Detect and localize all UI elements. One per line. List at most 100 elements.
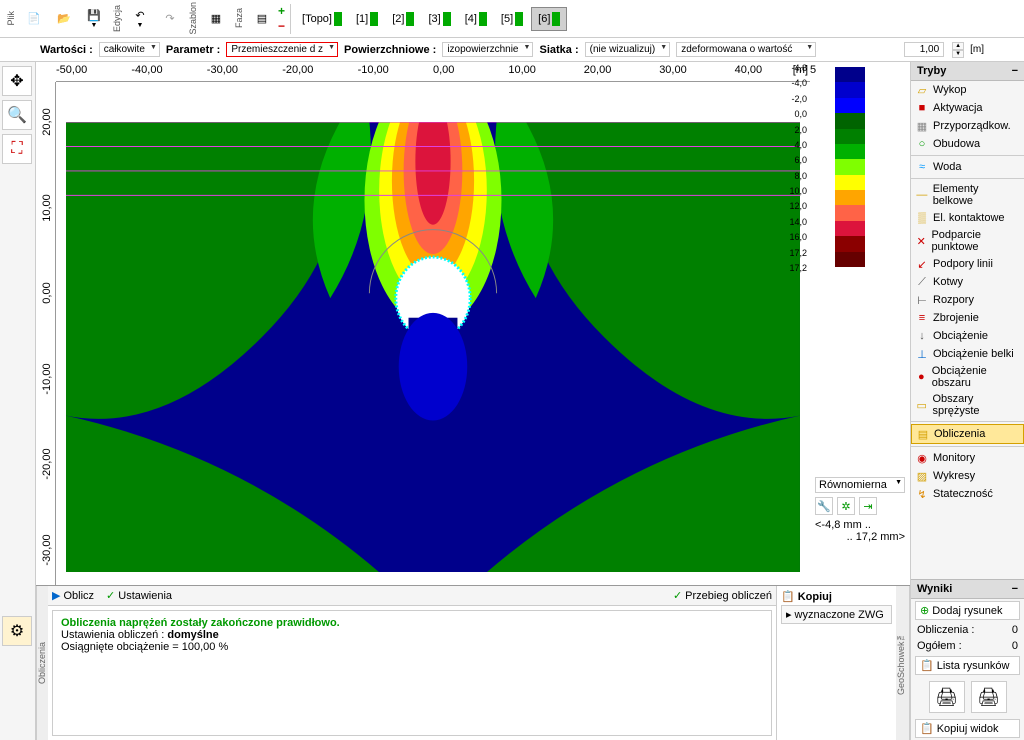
tryby-item-2[interactable]: ▦ Przyporządkow. [911, 117, 1024, 135]
params-bar: Wartości : całkowite Parametr : Przemies… [0, 38, 1024, 62]
wyznaczone-button[interactable]: ▸wyznaczone ZWG [781, 605, 892, 624]
new-file-button[interactable]: 📄 [20, 3, 48, 35]
legend-tool-2[interactable]: ✲ [837, 497, 855, 515]
tryby-item-19[interactable]: ↯Stateczność [911, 485, 1024, 503]
tryby-label: Obciążenie [933, 330, 988, 342]
lista-button[interactable]: 📋Lista rysunków [915, 656, 1020, 675]
tryby-item-4[interactable]: ≈Woda [911, 158, 1024, 176]
tryby-icon: ▒ [915, 211, 929, 225]
scale-value[interactable]: 1,00 [904, 42, 944, 57]
param-dropdown[interactable]: Przemieszczenie d z [226, 42, 338, 57]
tryby-icon: ↓ [915, 329, 929, 343]
top-toolbar: Plik 📄 📂 💾▼ Edycja ↶▼ ↷ Szablon ▦ Faza ▤… [0, 0, 1024, 38]
zoom-tool[interactable]: 🔍 [2, 100, 32, 130]
tryby-label: Obliczenia [934, 428, 985, 440]
tab-oblicz[interactable]: ▶Oblicz [52, 589, 94, 602]
surface-dropdown[interactable]: izopowierzchnie [442, 42, 533, 57]
values-dropdown[interactable]: całkowite [99, 42, 160, 57]
tryby-icon: ✕ [915, 234, 927, 248]
print-bw-button[interactable]: 🖨 [929, 681, 965, 713]
visualization-area[interactable]: -50,00-40,00-30,00-20,00-10,000,0010,002… [36, 62, 910, 585]
tryby-icon: ⟋ [915, 275, 929, 289]
legend-range-hi: .. 17,2 mm> [815, 531, 905, 543]
deform-dropdown[interactable]: zdeformowana o wartość [676, 42, 816, 57]
file-label: Plik [6, 11, 16, 26]
tryby-icon: ≡ [915, 311, 929, 325]
bottom-panel: Obliczenia ▶Oblicz ✓Ustawienia ✓Przebieg… [36, 585, 910, 740]
tryby-label: Stateczność [933, 488, 993, 500]
phase-settings-button[interactable]: ▤ [248, 3, 276, 35]
phase-3[interactable]: [3] [422, 8, 456, 30]
legend-tool-1[interactable]: 🔧 [815, 497, 833, 515]
save-file-button[interactable]: 💾▼ [80, 3, 108, 35]
surface-label: Powierzchniowe : [344, 44, 436, 56]
settings-button[interactable]: ⚙ [2, 616, 32, 646]
tryby-item-12[interactable]: ↓ Obciążenie [911, 327, 1024, 345]
tryby-item-6[interactable]: ▒ El. kontaktowe [911, 209, 1024, 227]
tryby-label: Przyporządkow. [933, 120, 1011, 132]
result-headline: Obliczenia naprężeń zostały zakończone p… [61, 617, 763, 629]
phase-5[interactable]: [5] [495, 8, 529, 30]
redo-button[interactable]: ↷ [156, 3, 184, 35]
tryby-item-17[interactable]: ◉Monitory [911, 449, 1024, 467]
tryby-item-18[interactable]: ▨Wykresy [911, 467, 1024, 485]
tab-ustawienia[interactable]: ✓Ustawienia [106, 589, 172, 602]
tryby-label: Zbrojenie [933, 312, 979, 324]
add-drawing-button[interactable]: ⊕Dodaj rysunek [915, 601, 1020, 620]
geoschowek-label: GeoSchowek™ [896, 586, 910, 740]
open-file-button[interactable]: 📂 [50, 3, 78, 35]
tryby-label: Wykresy [933, 470, 975, 482]
move-tool[interactable]: ✥ [2, 66, 32, 96]
wyniki-header: Wyniki− [911, 580, 1024, 599]
tryby-item-11[interactable]: ≡ Zbrojenie [911, 309, 1024, 327]
tryby-item-1[interactable]: ■Aktywacja [911, 99, 1024, 117]
param-label: Parametr : [166, 44, 220, 56]
wyniki-collapse[interactable]: − [1012, 583, 1018, 595]
tryby-icon: ○ [915, 137, 929, 151]
oblicz-value: 0 [1012, 624, 1018, 636]
tryby-item-9[interactable]: ⟋Kotwy [911, 273, 1024, 291]
tryby-item-16[interactable]: ▤Obliczenia [911, 424, 1024, 444]
tryby-icon: ≈ [915, 160, 929, 174]
phase-2[interactable]: [2] [386, 8, 420, 30]
tryby-collapse[interactable]: − [1012, 65, 1018, 77]
phase-1[interactable]: [1] [350, 8, 384, 30]
tryby-icon: ⊢ [915, 293, 929, 307]
tryby-item-5[interactable]: —Elementy belkowe [911, 181, 1024, 209]
print-color-button[interactable]: 🖨 [971, 681, 1007, 713]
undo-button[interactable]: ↶▼ [126, 3, 154, 35]
bottom-right-panel: 📋Kopiuj ▸wyznaczone ZWG [776, 586, 896, 740]
template-label: Szablon [188, 2, 198, 35]
template-button[interactable]: ▦ [202, 3, 230, 35]
phase-topo[interactable]: [Topo] [296, 8, 348, 30]
ogolem-value: 0 [1012, 640, 1018, 652]
tryby-label: Rozpory [933, 294, 974, 306]
kopiuj-widok-button[interactable]: 📋Kopiuj widok [915, 719, 1020, 738]
tryby-item-7[interactable]: ✕Podparcie punktowe [911, 227, 1024, 255]
scale-up[interactable]: ▲ [952, 42, 964, 50]
legend-tool-3[interactable]: ⇥ [859, 497, 877, 515]
phase-6[interactable]: [6] [531, 7, 567, 31]
mesh-label: Siatka : [539, 44, 578, 56]
fit-tool[interactable]: ⛶ [2, 134, 32, 164]
phase-remove-button[interactable]: − [278, 19, 285, 33]
tryby-item-15[interactable]: ▭Obszary sprężyste [911, 391, 1024, 419]
phase-add-button[interactable]: + [278, 4, 285, 18]
phase-4[interactable]: [4] [459, 8, 493, 30]
tryby-label: El. kontaktowe [933, 212, 1005, 224]
tryby-item-8[interactable]: ↙Podpory linii [911, 255, 1024, 273]
tryby-header: Tryby− [911, 62, 1024, 81]
result-line-3: Osiągnięte obciążenie = 100,00 % [61, 641, 763, 653]
tab-przebieg[interactable]: ✓Przebieg obliczeń [673, 589, 772, 602]
tryby-item-14[interactable]: ●Obciążenie obszaru [911, 363, 1024, 391]
tryby-label: Obudowa [933, 138, 980, 150]
left-toolbar: ✥ 🔍 ⛶ ⚙ [0, 62, 36, 740]
tryby-item-10[interactable]: ⊢ Rozpory [911, 291, 1024, 309]
tryby-item-0[interactable]: ▱Wykop [911, 81, 1024, 99]
mesh-dropdown[interactable]: (nie wizualizuj) [585, 42, 671, 57]
tryby-item-3[interactable]: ○ Obudowa [911, 135, 1024, 153]
scale-down[interactable]: ▼ [952, 50, 964, 58]
tryby-item-13[interactable]: ⊥Obciążenie belki [911, 345, 1024, 363]
tryby-icon: ▦ [915, 119, 929, 133]
legend-scale-dropdown[interactable]: Równomierna [815, 477, 905, 493]
